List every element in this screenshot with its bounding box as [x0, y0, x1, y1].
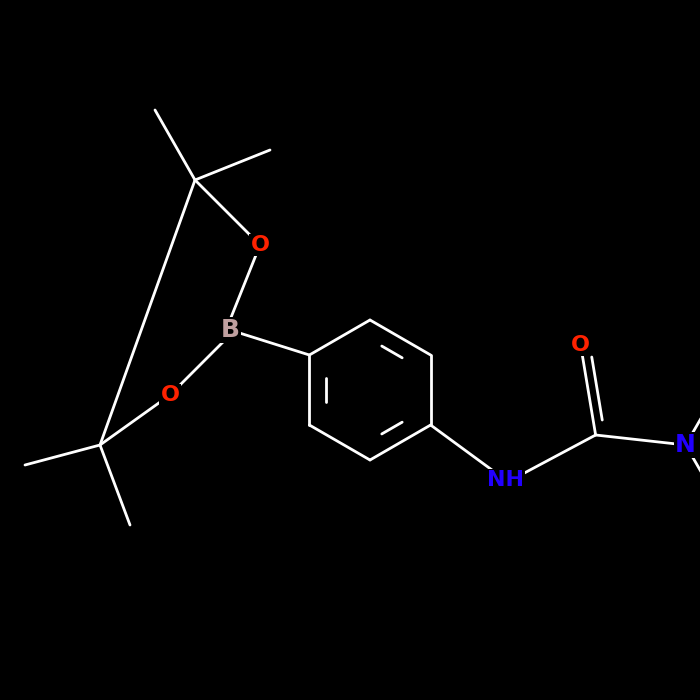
Text: O: O [251, 235, 270, 255]
Text: O: O [160, 385, 179, 405]
Text: B: B [220, 318, 239, 342]
Text: NH: NH [487, 470, 524, 490]
Text: O: O [571, 335, 590, 355]
Text: N: N [676, 433, 696, 457]
